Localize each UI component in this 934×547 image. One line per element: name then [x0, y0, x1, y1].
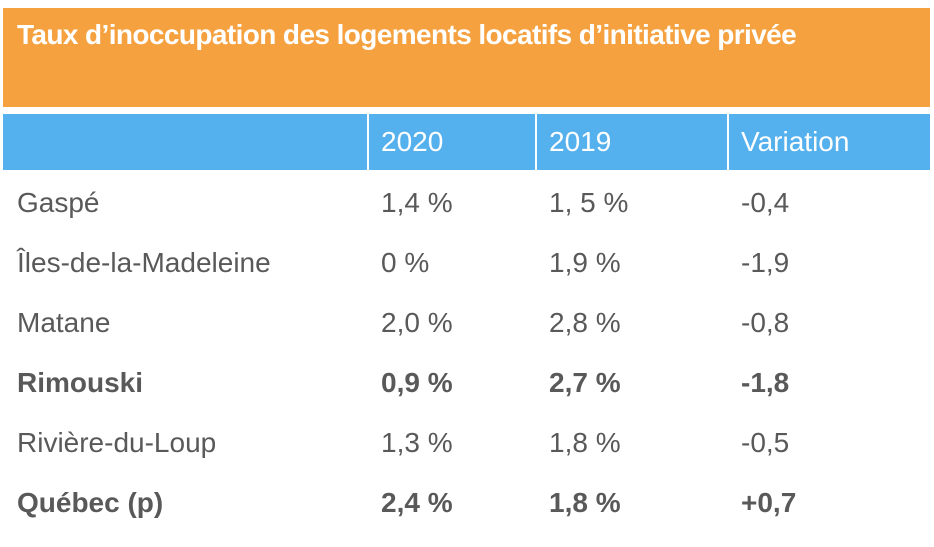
city-cell: Rivière-du-Loup — [17, 427, 217, 458]
header-2020: 2020 — [367, 114, 535, 170]
city-cell: Rimouski — [17, 367, 144, 398]
value-2020-cell: 2,4 % — [381, 487, 453, 518]
value-2020-cell: 1,4 % — [381, 187, 453, 218]
table-row: Matane 2,0 % 2,8 % -0,8 — [0, 293, 934, 353]
header-variation: Variation — [727, 114, 930, 170]
city-cell: Îles-de-la-Madeleine — [17, 247, 271, 278]
value-2020-cell: 1,3 % — [381, 427, 453, 458]
value-2019-cell: 1,9 % — [549, 247, 621, 278]
header-2019: 2019 — [535, 114, 727, 170]
value-2019-cell: 1, 5 % — [549, 187, 629, 218]
variation-cell: -1,9 — [741, 247, 790, 278]
table-row: Gaspé 1,4 % 1, 5 % -0,4 — [0, 173, 934, 233]
table-row: Îles-de-la-Madeleine 0 % 1,9 % -1,9 — [0, 233, 934, 293]
variation-cell: -0,8 — [741, 307, 790, 338]
value-2019-cell: 2,7 % — [549, 367, 621, 398]
table-title: Taux d’inoccupation des logements locati… — [3, 8, 930, 107]
table-header: 2020 2019 Variation — [3, 114, 930, 170]
city-cell: Québec (p) — [17, 487, 164, 518]
table-row: Québec (p) 2,4 % 1,8 % +0,7 — [0, 473, 934, 533]
value-2019-cell: 1,8 % — [549, 487, 621, 518]
variation-cell: -1,8 — [741, 367, 790, 398]
table-row: Rimouski 0,9 % 2,7 % -1,8 — [0, 353, 934, 413]
city-cell: Matane — [17, 307, 111, 338]
value-2019-cell: 2,8 % — [549, 307, 621, 338]
variation-cell: -0,5 — [741, 427, 790, 458]
value-2020-cell: 0 % — [381, 247, 430, 278]
variation-cell: +0,7 — [741, 487, 797, 518]
value-2020-cell: 2,0 % — [381, 307, 453, 338]
variation-cell: -0,4 — [741, 187, 790, 218]
value-2019-cell: 1,8 % — [549, 427, 621, 458]
city-cell: Gaspé — [17, 187, 100, 218]
value-2020-cell: 0,9 % — [381, 367, 453, 398]
header-empty — [3, 114, 367, 170]
table-row: Rivière-du-Loup 1,3 % 1,8 % -0,5 — [0, 413, 934, 473]
